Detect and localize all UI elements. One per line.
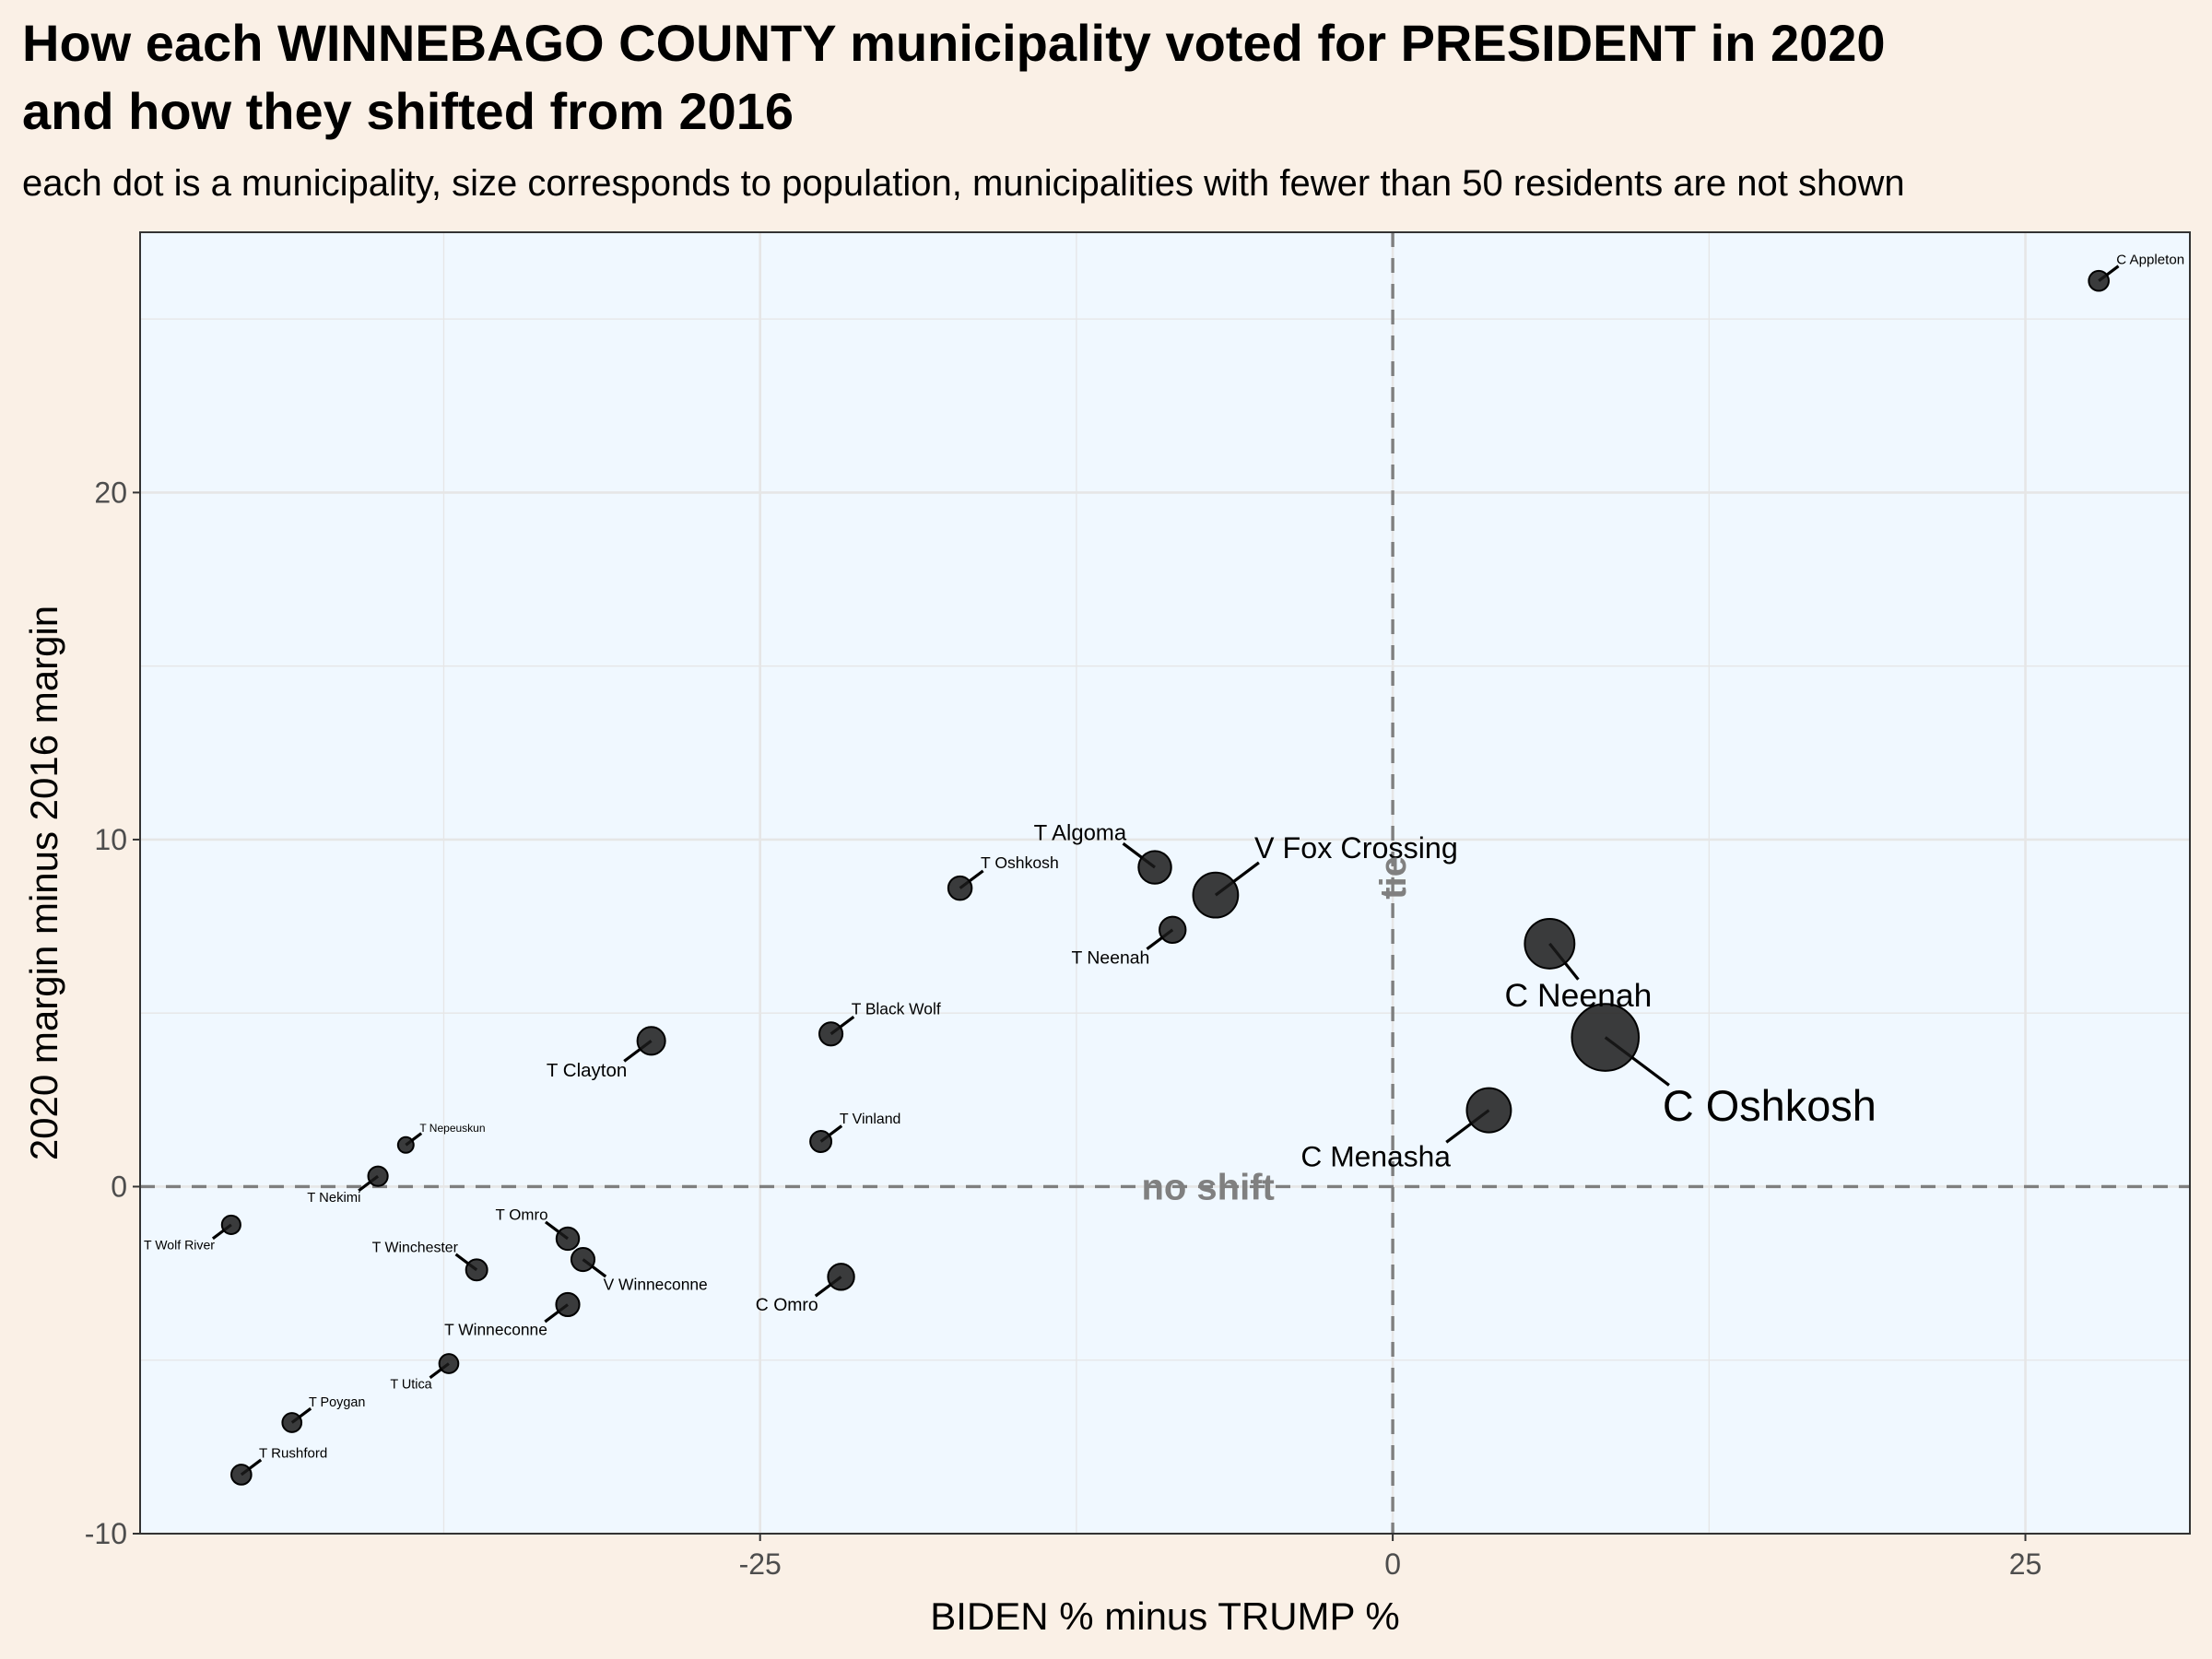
point-label: T Black Wolf	[852, 1000, 941, 1018]
point-label: T Neenah	[1072, 948, 1150, 969]
point-label: T Omro	[496, 1206, 548, 1223]
point-label: C Menasha	[1300, 1139, 1451, 1172]
y-axis-title: 2020 margin minus 2016 margin	[22, 606, 65, 1160]
municipality-point	[230, 1464, 253, 1486]
point-label: T Poygan	[309, 1395, 365, 1410]
point-label: C Oshkosh	[1663, 1082, 1877, 1130]
chart-subtitle: each dot is a municipality, size corresp…	[22, 163, 1905, 204]
municipality-point	[947, 875, 973, 901]
municipality-point	[555, 1291, 581, 1318]
plot-border	[139, 231, 2191, 1535]
y-tick-label: 0	[111, 1170, 127, 1203]
municipality-point	[1137, 850, 1172, 885]
point-label: C Appleton	[2116, 252, 2184, 267]
x-tick-label: 0	[1384, 1547, 1401, 1581]
municipality-point	[827, 1263, 855, 1291]
municipality-point	[636, 1026, 666, 1056]
municipality-point	[220, 1214, 241, 1235]
chart-title-line-2: and how they shifted from 2016	[22, 82, 794, 140]
municipality-point	[1465, 1087, 1512, 1134]
municipality-point	[396, 1135, 415, 1154]
x-tick-label: 25	[2009, 1547, 2042, 1581]
municipality-point	[809, 1130, 833, 1153]
axis-ticks: -25 0 25 -10 0 10 20	[85, 476, 2042, 1581]
y-tick-label: 10	[94, 823, 127, 856]
plot-panel	[140, 232, 2190, 1534]
municipality-point	[367, 1165, 389, 1187]
x-axis-title: BIDEN % minus TRUMP %	[930, 1594, 1400, 1638]
municipality-point	[1192, 871, 1240, 919]
municipality-point	[465, 1258, 488, 1282]
municipality-point	[555, 1226, 581, 1252]
point-label: T Rushford	[259, 1446, 327, 1462]
point-label: T Nepeuskun	[419, 1122, 485, 1135]
point-label: V Winneconne	[604, 1275, 708, 1293]
municipality-point	[1524, 917, 1576, 970]
point-label: C Neenah	[1504, 977, 1652, 1014]
municipality-point	[281, 1412, 303, 1433]
point-label: T Winchester	[372, 1240, 459, 1255]
no-shift-annotation: no shift	[1141, 1167, 1274, 1207]
municipality-point	[2088, 269, 2110, 292]
point-label: T Vinland	[840, 1112, 901, 1127]
x-tick-label: -25	[739, 1547, 782, 1581]
point-label: T Winneconne	[444, 1320, 547, 1338]
chart-title-line-1: How each WINNEBAGO COUNTY municipality v…	[22, 14, 1886, 72]
point-label: V Fox Crossing	[1254, 831, 1458, 865]
point-label: T Clayton	[547, 1060, 627, 1081]
point-label: T Wolf River	[144, 1237, 215, 1252]
data-points	[220, 269, 2110, 1486]
reference-lines	[140, 232, 2190, 1534]
point-label: C Omro	[756, 1295, 818, 1315]
point-labels: C Appleton C Oshkosh C Neenah C Menasha V Fo…	[144, 252, 2184, 1461]
point-label: T Oshkosh	[981, 853, 1059, 872]
point-label: T Utica	[390, 1378, 431, 1393]
municipality-point	[438, 1353, 460, 1374]
municipality-point	[1159, 915, 1187, 945]
municipality-point	[1571, 1003, 1641, 1072]
municipality-point	[818, 1021, 844, 1047]
y-tick-label: -10	[85, 1517, 127, 1550]
point-label: T Algoma	[1034, 821, 1127, 846]
point-label: T Nekimi	[307, 1191, 360, 1206]
y-tick-label: 20	[94, 476, 127, 509]
tie-annotation: tie	[1373, 856, 1414, 900]
municipality-point	[570, 1246, 596, 1273]
